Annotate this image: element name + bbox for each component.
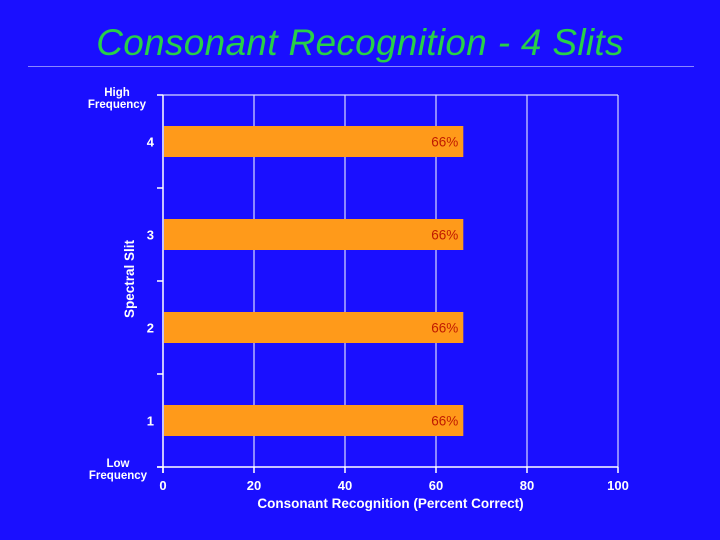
y-axis-top-label: Frequency: [88, 99, 147, 111]
title-divider: [28, 66, 694, 67]
bar-value-label: 66%: [431, 414, 458, 429]
x-tick-label: 20: [247, 478, 261, 493]
y-category-label: 3: [147, 228, 154, 243]
x-tick-label: 60: [429, 478, 443, 493]
bar-value-label: 66%: [431, 228, 458, 243]
slide-title: Consonant Recognition - 4 Slits: [96, 22, 624, 63]
y-axis-bottom-label: Low: [107, 458, 130, 470]
text-layer: 66%66%66%66%0 20 40 60 80 1004321HighFrequenc…: [88, 87, 629, 511]
y-axis-title: Spectral Slit: [122, 239, 137, 318]
bar-slit-4: [164, 126, 464, 157]
x-tick-label: 100: [607, 478, 629, 493]
x-tick-label: 40: [338, 478, 352, 493]
bar-value-label: 66%: [431, 135, 458, 150]
bar-slit-1: [164, 405, 464, 436]
x-axis-title: Consonant Recognition (Percent Correct): [257, 496, 523, 511]
bar-layer: [164, 126, 464, 436]
x-tick-label: 80: [520, 478, 534, 493]
x-tick-label: 0: [159, 478, 166, 493]
y-category-label: 1: [147, 414, 154, 429]
axis-layer: [157, 94, 619, 473]
bar-slit-2: [164, 312, 464, 343]
y-category-label: 4: [147, 135, 155, 150]
y-axis-top-label: High: [104, 87, 130, 99]
bar-value-label: 66%: [431, 321, 458, 336]
bar-slit-3: [164, 219, 464, 250]
y-axis-bottom-label: Frequency: [89, 470, 148, 482]
y-category-label: 2: [147, 321, 154, 336]
